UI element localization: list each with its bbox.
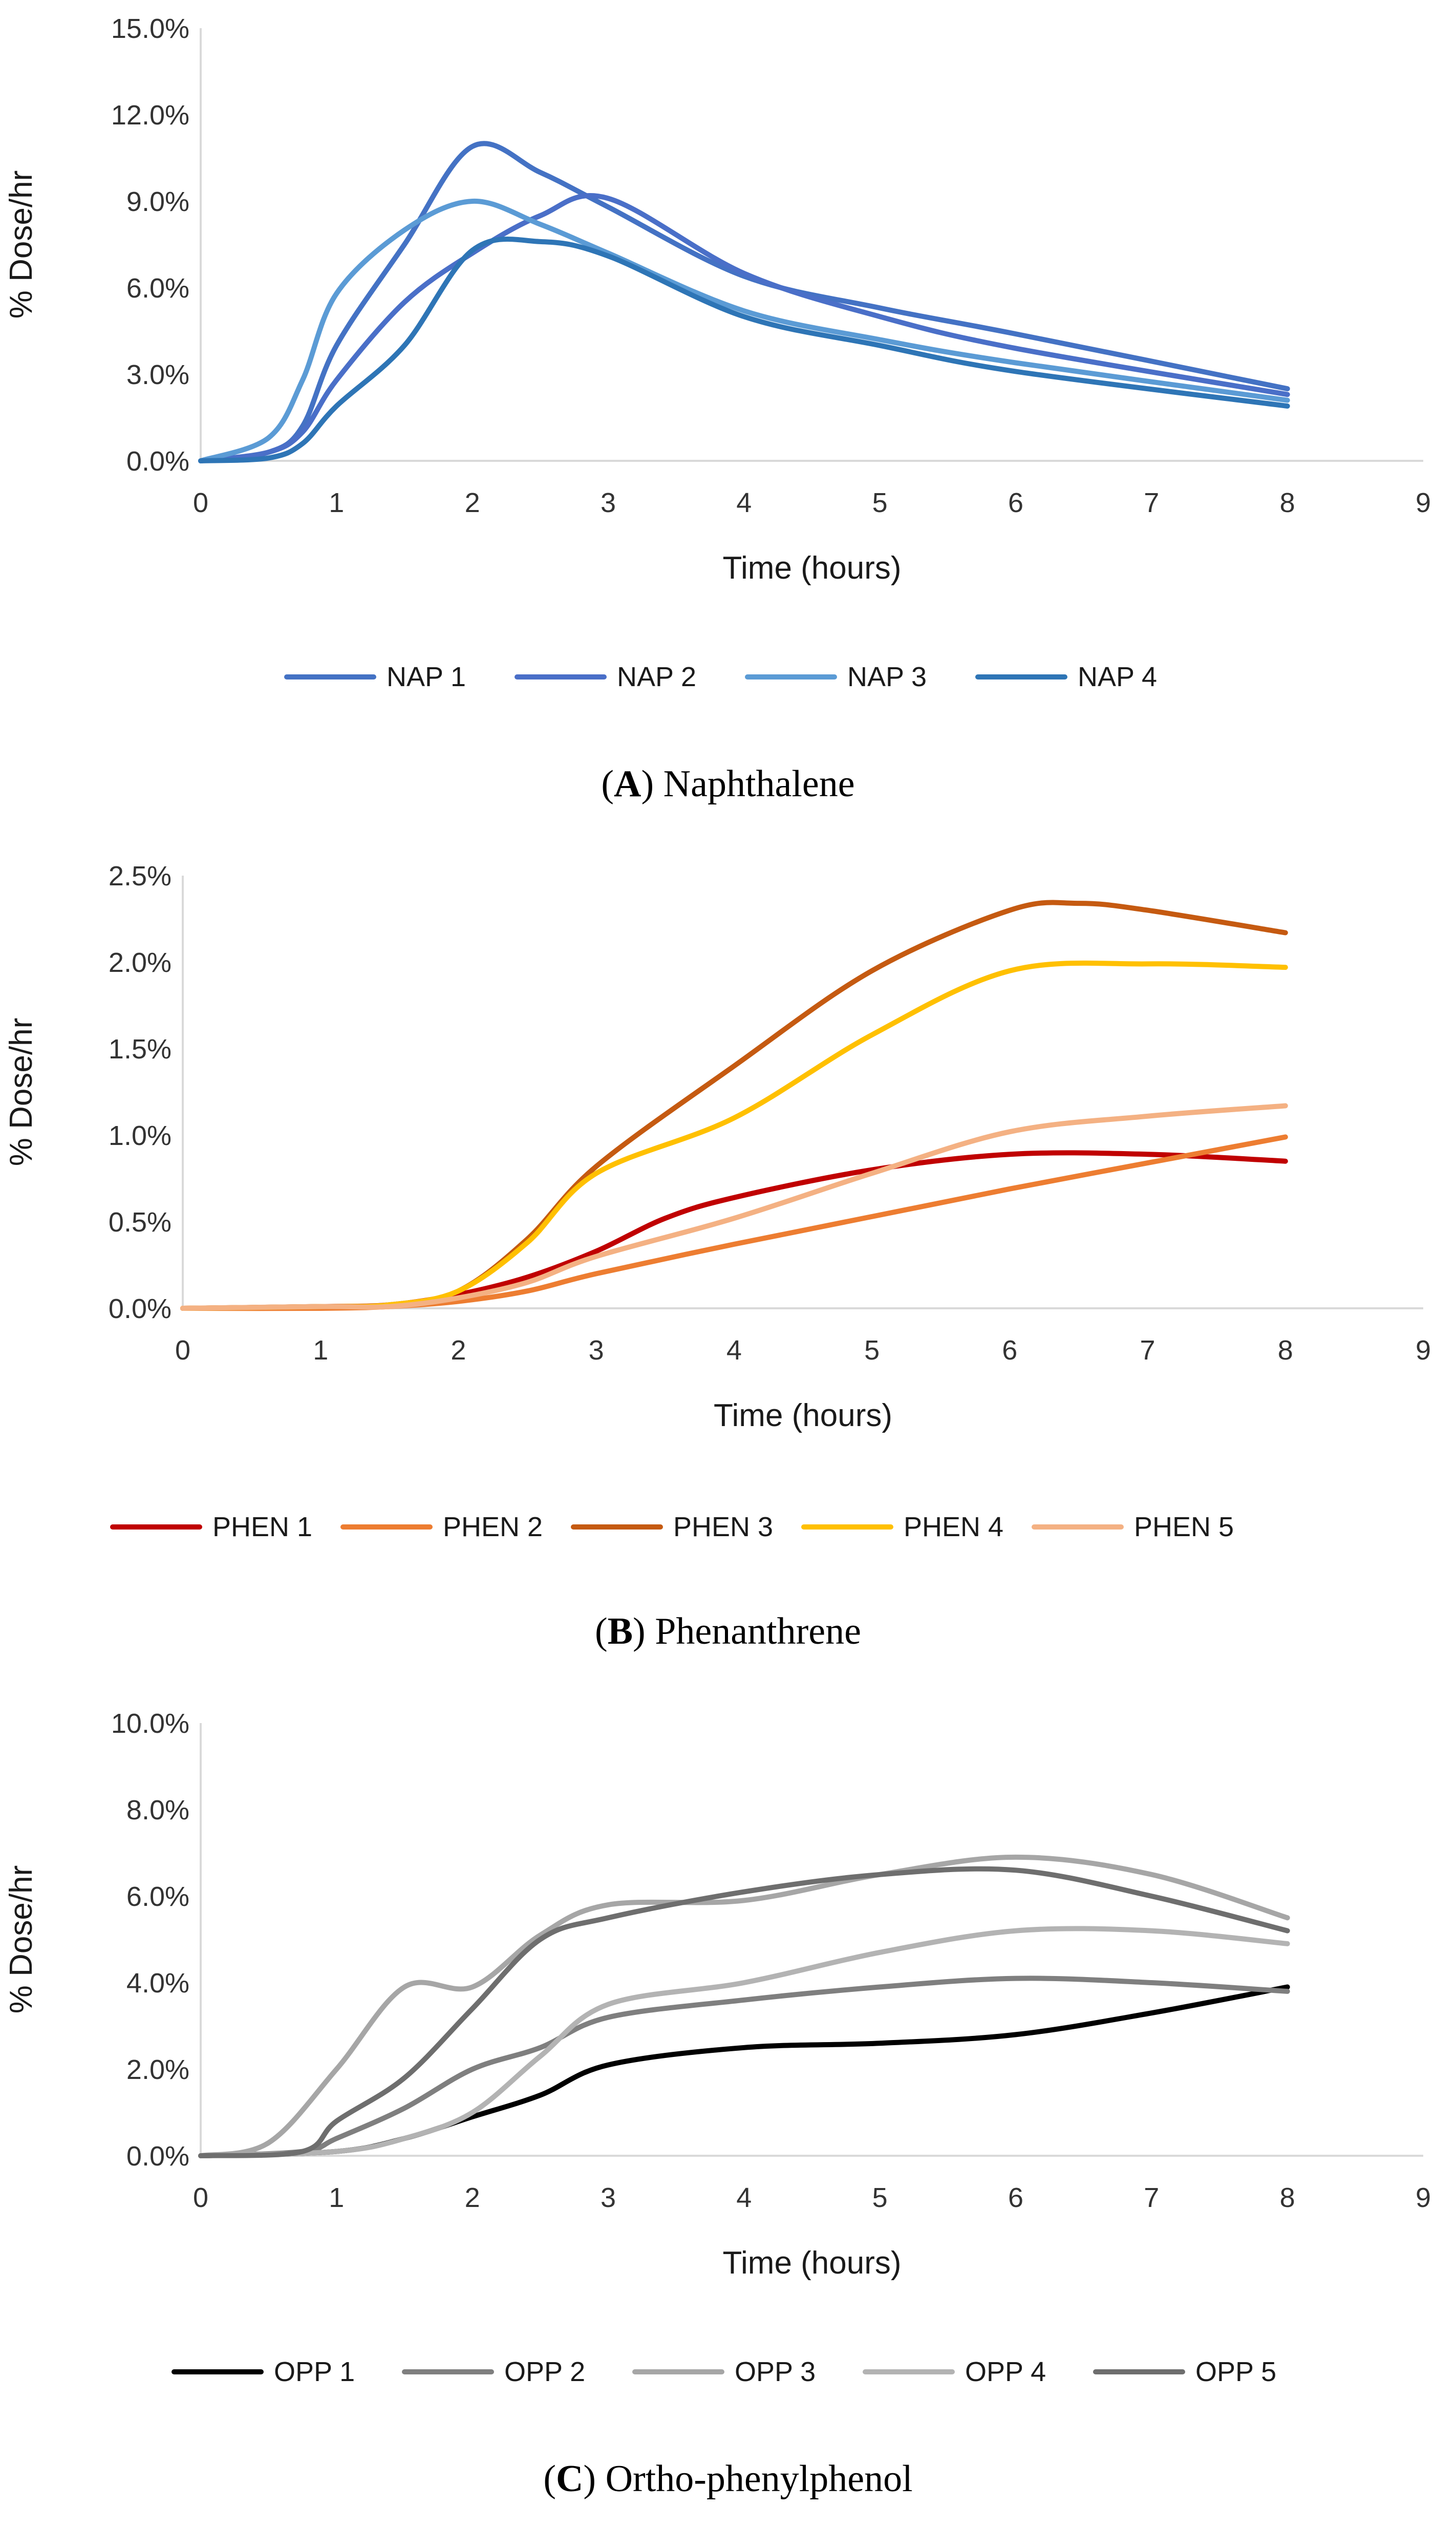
caption-title: Ortho-phenylphenol — [596, 2458, 913, 2500]
y-tick-label: 0.0% — [109, 1293, 172, 1324]
legend-label: OPP 2 — [504, 2356, 585, 2387]
x-tick-label: 7 — [1144, 487, 1159, 518]
series-line-opp-3 — [198, 1854, 1290, 2158]
figure-caption: (A) Naphthalene — [601, 763, 854, 805]
x-tick-label: 0 — [175, 1335, 190, 1366]
legend-label: NAP 3 — [847, 662, 927, 692]
legend: OPP 1 OPP 2 OPP 3 OPP 4 OPP 5 — [172, 2356, 1276, 2387]
x-tick-label: 8 — [1280, 487, 1295, 518]
legend: NAP 1 NAP 2 NAP 3 NAP 4 — [284, 662, 1157, 692]
x-tick-label: 0 — [193, 487, 208, 518]
x-tick-label: 7 — [1144, 2182, 1159, 2213]
x-tick-label: 5 — [864, 1335, 880, 1366]
y-tick-label: 1.5% — [109, 1034, 172, 1065]
y-tick-label: 0.0% — [126, 446, 189, 477]
x-tick-label: 4 — [726, 1335, 742, 1366]
x-axis-title: Time (hours) — [722, 2245, 901, 2281]
series-line-opp-2 — [198, 1976, 1290, 2158]
x-tick-label: 8 — [1278, 1335, 1293, 1366]
x-tick-label: 6 — [1002, 1335, 1017, 1366]
y-axis-title: % Dose/hr — [4, 1865, 39, 2013]
x-tick-label: 5 — [872, 2182, 888, 2213]
y-tick-label: 10.0% — [111, 1708, 189, 1739]
x-tick-label: 9 — [1416, 487, 1431, 518]
x-axis-title: Time (hours) — [714, 1398, 892, 1433]
legend-label: OPP 1 — [274, 2356, 355, 2387]
x-tick-label: 2 — [451, 1335, 466, 1366]
x-tick-label: 3 — [601, 487, 616, 518]
x-tick-label: 7 — [1140, 1335, 1155, 1366]
y-axis-title: % Dose/hr — [4, 171, 39, 318]
caption-title: Phenanthrene — [646, 1610, 861, 1652]
series-line-opp-1 — [198, 1984, 1290, 2158]
y-tick-label: 2.0% — [126, 2054, 189, 2085]
y-axis-title: % Dose/hr — [4, 1018, 39, 1166]
legend-label: PHEN 1 — [212, 1512, 312, 1542]
legend-label: NAP 1 — [387, 662, 466, 692]
series-line-phen-2 — [180, 1134, 1288, 1311]
legend-label: NAP 4 — [1078, 662, 1157, 692]
x-tick-label: 3 — [601, 2182, 616, 2213]
y-tick-label: 12.0% — [111, 100, 189, 131]
x-tick-label: 1 — [329, 487, 344, 518]
x-tick-label: 3 — [589, 1335, 604, 1366]
legend: PHEN 1 PHEN 2 PHEN 3 PHEN 4 PHEN 5 — [110, 1512, 1234, 1542]
figure-caption: (B) Phenanthrene — [595, 1610, 861, 1652]
legend-label: PHEN 4 — [904, 1512, 1003, 1542]
y-tick-label: 6.0% — [126, 1881, 189, 1912]
y-tick-label: 4.0% — [126, 1968, 189, 1999]
chart-B: 0.0% 0.5% 1.0% 1.5% 2.0% 2.5% 0 1 2 3 4 5 6 7 8 9 Time (… — [4, 861, 1431, 1652]
legend-label: OPP 3 — [735, 2356, 816, 2387]
x-tick-label: 6 — [1008, 2182, 1023, 2213]
x-tick-label: 2 — [465, 487, 480, 518]
y-tick-label: 6.0% — [126, 273, 189, 304]
y-tick-label: 3.0% — [126, 359, 189, 390]
series-line-nap-2 — [198, 193, 1290, 463]
y-tick-label: 0.5% — [109, 1207, 172, 1238]
y-tick-label: 2.0% — [109, 947, 172, 978]
legend-label: PHEN 2 — [443, 1512, 543, 1542]
x-tick-label: 4 — [736, 487, 752, 518]
legend-label: PHEN 5 — [1134, 1512, 1234, 1542]
x-tick-label: 2 — [465, 2182, 480, 2213]
chart-A: 0.0% 3.0% 6.0% 9.0% 12.0% 15.0% 0 1 2 3 4 5 6 7 8 9 Time… — [4, 13, 1431, 805]
series-line-phen-1 — [180, 1150, 1288, 1311]
figure-caption: (C) Ortho-phenylphenol — [543, 2458, 912, 2500]
series-line-opp-4 — [198, 1926, 1290, 2158]
x-axis-title: Time (hours) — [722, 550, 901, 586]
x-tick-label: 0 — [193, 2182, 208, 2213]
x-tick-label: 5 — [872, 487, 888, 518]
x-tick-label: 1 — [313, 1335, 328, 1366]
legend-label: NAP 2 — [617, 662, 696, 692]
caption-letter: A — [614, 763, 641, 805]
caption-letter: B — [608, 1610, 633, 1652]
legend-label: OPP 4 — [965, 2356, 1046, 2387]
x-tick-label: 9 — [1416, 2182, 1431, 2213]
y-tick-label: 2.5% — [109, 861, 172, 891]
x-tick-label: 4 — [736, 2182, 752, 2213]
chart-C: 0.0% 2.0% 4.0% 6.0% 8.0% 10.0% 0 1 2 3 4 5 6 7 8 9 Time … — [4, 1708, 1431, 2500]
y-tick-label: 15.0% — [111, 13, 189, 44]
series-line-nap-1 — [198, 141, 1290, 463]
caption-title: Naphthalene — [654, 763, 854, 805]
series-line-opp-5 — [198, 1866, 1290, 2158]
legend-label: PHEN 3 — [673, 1512, 773, 1542]
y-tick-label: 8.0% — [126, 1795, 189, 1825]
x-tick-label: 1 — [329, 2182, 344, 2213]
series-line-phen-4 — [180, 960, 1288, 1311]
series-line-nap-4 — [198, 236, 1290, 463]
series-line-nap-3 — [198, 198, 1290, 463]
x-tick-label: 8 — [1280, 2182, 1295, 2213]
caption-letter: C — [556, 2458, 583, 2500]
legend-label: OPP 5 — [1195, 2356, 1276, 2387]
y-tick-label: 0.0% — [126, 2141, 189, 2172]
y-tick-label: 1.0% — [109, 1120, 172, 1151]
x-tick-label: 9 — [1416, 1335, 1431, 1366]
series-line-phen-5 — [180, 1103, 1288, 1311]
y-tick-label: 9.0% — [126, 186, 189, 217]
x-tick-label: 6 — [1008, 487, 1023, 518]
